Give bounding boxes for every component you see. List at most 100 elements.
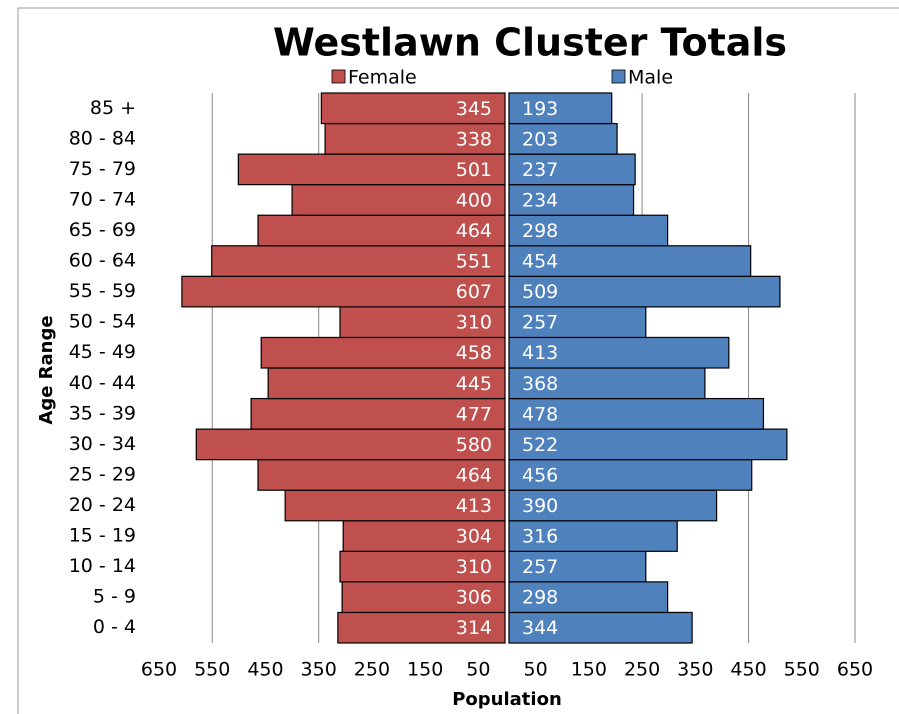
y-tick-label: 40 - 44 xyxy=(69,372,136,394)
value-label: 314 xyxy=(456,617,492,639)
value-label: 310 xyxy=(456,312,492,334)
bar xyxy=(342,520,506,552)
x-tick-label: 150 xyxy=(407,659,443,681)
value-label: 522 xyxy=(522,434,558,456)
bar xyxy=(508,275,781,308)
value-label: 310 xyxy=(456,556,492,578)
value-label: 368 xyxy=(522,373,558,395)
value-label: 445 xyxy=(456,373,492,395)
value-label: 257 xyxy=(522,312,558,334)
bar xyxy=(341,581,506,614)
x-tick-label: 350 xyxy=(677,659,713,681)
bar xyxy=(508,611,693,644)
bar xyxy=(508,428,788,461)
value-label: 456 xyxy=(522,464,558,486)
chart-title: Westlawn Cluster Totals xyxy=(273,21,787,65)
value-label: 390 xyxy=(522,495,558,517)
bar xyxy=(291,184,506,216)
x-tick-label: 250 xyxy=(624,659,660,681)
x-tick-label: 50 xyxy=(524,659,548,681)
bar xyxy=(337,611,506,644)
legend-swatch xyxy=(611,69,626,84)
bar xyxy=(267,367,506,400)
y-tick-label: 35 - 39 xyxy=(69,402,136,424)
y-tick-label: 30 - 34 xyxy=(69,433,136,455)
value-label: 458 xyxy=(456,342,492,364)
value-label: 316 xyxy=(522,526,558,548)
bar xyxy=(284,489,506,522)
bar xyxy=(508,489,718,522)
value-label: 464 xyxy=(456,464,492,486)
bar xyxy=(508,367,706,400)
y-tick-label: 50 - 54 xyxy=(69,311,136,333)
y-tick-label: 85 + xyxy=(90,97,136,119)
x-tick-label: 50 xyxy=(466,659,490,681)
bar xyxy=(508,581,669,614)
x-tick-label: 250 xyxy=(354,659,390,681)
value-label: 580 xyxy=(456,434,492,456)
value-label: 193 xyxy=(522,98,558,120)
value-label: 304 xyxy=(456,526,492,548)
value-label: 478 xyxy=(522,403,558,425)
y-tick-label: 25 - 29 xyxy=(69,463,136,485)
value-label: 464 xyxy=(456,220,492,242)
value-label: 237 xyxy=(522,159,558,181)
value-label: 203 xyxy=(522,128,558,150)
value-label: 551 xyxy=(456,251,492,273)
y-tick-label: 45 - 49 xyxy=(69,341,136,363)
x-tick-label: 450 xyxy=(247,659,283,681)
bar xyxy=(237,153,506,186)
value-label: 607 xyxy=(456,281,492,303)
bar xyxy=(257,459,506,491)
bar xyxy=(320,92,506,125)
bar xyxy=(257,214,506,247)
value-label: 338 xyxy=(456,128,492,150)
y-tick-label: 15 - 19 xyxy=(69,525,136,547)
bar xyxy=(508,306,647,339)
x-axis-title: Population xyxy=(452,689,562,710)
value-label: 306 xyxy=(456,587,492,609)
x-tick-label: 150 xyxy=(571,659,607,681)
bar xyxy=(508,397,765,430)
value-label: 454 xyxy=(522,251,558,273)
y-tick-label: 10 - 14 xyxy=(69,555,136,577)
value-label: 298 xyxy=(522,220,558,242)
value-label: 345 xyxy=(456,98,492,120)
bar xyxy=(339,306,506,339)
bar xyxy=(181,275,506,308)
x-tick-label: 550 xyxy=(784,659,820,681)
bar xyxy=(339,550,506,583)
bar xyxy=(211,245,506,277)
value-label: 400 xyxy=(456,189,492,211)
x-tick-label: 650 xyxy=(837,659,873,681)
bar xyxy=(324,122,506,155)
y-tick-label: 80 - 84 xyxy=(69,127,136,149)
y-tick-label: 70 - 74 xyxy=(69,188,136,210)
x-tick-label: 550 xyxy=(194,659,230,681)
value-label: 413 xyxy=(522,342,558,364)
y-tick-label: 0 - 4 xyxy=(93,616,136,638)
bar xyxy=(508,520,678,552)
bar xyxy=(508,214,669,247)
value-label: 344 xyxy=(522,617,558,639)
legend-label: Male xyxy=(628,67,673,89)
y-tick-label: 60 - 64 xyxy=(69,250,136,272)
bar xyxy=(508,459,753,491)
bar xyxy=(508,92,613,125)
value-label: 298 xyxy=(522,587,558,609)
legend-swatch xyxy=(331,69,346,84)
x-tick-label: 650 xyxy=(141,659,177,681)
bar xyxy=(260,336,506,369)
value-label: 509 xyxy=(522,281,558,303)
value-label: 257 xyxy=(522,556,558,578)
value-label: 477 xyxy=(456,403,492,425)
value-label: 501 xyxy=(456,159,492,181)
y-tick-label: 65 - 69 xyxy=(69,219,136,241)
x-tick-label: 350 xyxy=(301,659,337,681)
bar xyxy=(508,184,635,216)
value-label: 234 xyxy=(522,189,558,211)
y-tick-label: 75 - 79 xyxy=(69,158,136,180)
y-tick-label: 55 - 59 xyxy=(69,280,136,302)
bar xyxy=(195,428,506,461)
